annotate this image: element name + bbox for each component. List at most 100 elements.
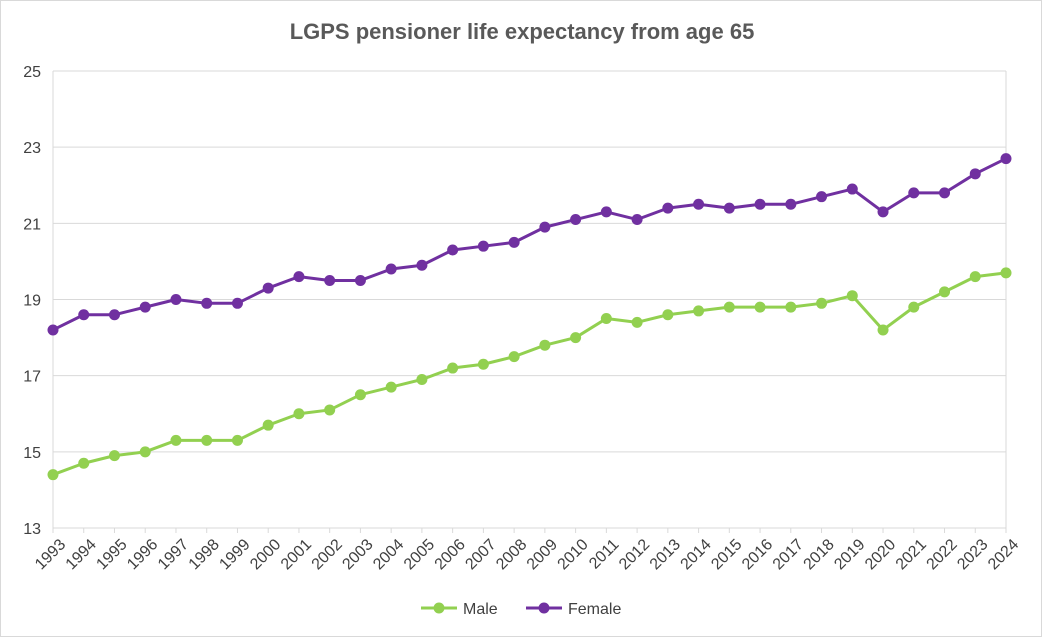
x-tick-label: 2006 xyxy=(432,536,469,573)
series-layer xyxy=(47,153,1012,481)
data-point-female xyxy=(846,183,858,195)
data-point-male xyxy=(508,351,520,363)
data-point-female xyxy=(754,198,766,210)
y-tick-label: 17 xyxy=(23,369,41,386)
data-point-female xyxy=(631,214,643,226)
data-point-male xyxy=(631,316,643,328)
y-tick-label: 15 xyxy=(23,445,41,462)
x-tick-label: 1994 xyxy=(63,536,100,573)
data-point-female xyxy=(47,324,59,336)
data-point-male xyxy=(877,324,889,336)
legend-marker xyxy=(433,602,445,614)
legend-marker xyxy=(538,602,550,614)
data-point-male xyxy=(262,419,274,431)
x-tick-label: 2020 xyxy=(862,536,899,573)
x-tick-label: 2005 xyxy=(401,536,438,573)
data-point-male xyxy=(477,358,489,370)
data-point-male xyxy=(662,309,674,321)
data-point-male xyxy=(139,446,151,458)
x-tick-label: 1998 xyxy=(186,536,223,573)
data-point-female xyxy=(693,198,705,210)
data-point-female xyxy=(969,168,981,180)
data-point-male xyxy=(170,434,182,446)
x-axis-ticks: 1993199419951996199719981999200020012002… xyxy=(32,528,1022,573)
data-point-female xyxy=(170,294,182,305)
x-tick-label: 2012 xyxy=(616,536,653,573)
series-female xyxy=(47,153,1012,336)
legend-item-female: Female xyxy=(526,601,621,618)
x-tick-label: 2001 xyxy=(278,536,315,573)
y-tick-label: 21 xyxy=(23,216,41,233)
y-tick-label: 19 xyxy=(23,293,41,310)
x-tick-label: 2011 xyxy=(586,536,622,572)
data-point-female xyxy=(231,297,243,309)
data-point-male xyxy=(201,434,213,446)
data-point-female xyxy=(416,259,428,271)
data-point-female xyxy=(785,198,797,210)
data-point-male xyxy=(846,290,858,302)
data-point-male xyxy=(600,313,612,325)
x-tick-label: 2003 xyxy=(339,536,376,573)
data-point-female xyxy=(1000,153,1012,165)
x-tick-label: 2002 xyxy=(309,536,346,573)
data-point-female xyxy=(447,244,459,256)
x-tick-label: 2009 xyxy=(524,536,561,573)
data-point-male xyxy=(47,469,59,481)
x-tick-label: 2010 xyxy=(555,536,592,573)
data-point-male xyxy=(754,301,766,313)
data-point-male xyxy=(939,286,951,298)
data-point-female xyxy=(385,263,397,275)
data-point-male xyxy=(908,301,920,313)
data-point-female xyxy=(508,236,520,248)
x-tick-label: 2014 xyxy=(678,536,715,573)
legend: Male Female xyxy=(421,601,621,618)
data-point-female xyxy=(201,297,213,309)
data-point-female xyxy=(723,202,735,214)
legend-label: Male xyxy=(463,601,498,618)
data-point-male xyxy=(785,301,797,313)
x-tick-label: 2018 xyxy=(801,536,838,573)
data-point-female xyxy=(262,282,274,294)
data-point-male xyxy=(447,362,459,374)
data-point-female xyxy=(570,214,582,226)
data-point-female xyxy=(293,271,305,283)
data-point-female xyxy=(108,309,120,321)
data-point-male xyxy=(723,301,735,313)
data-point-male xyxy=(324,404,336,416)
x-tick-label: 2000 xyxy=(247,536,284,573)
data-point-male xyxy=(293,408,305,420)
x-tick-label: 2024 xyxy=(985,536,1022,573)
chart-title: LGPS pensioner life expectancy from age … xyxy=(290,19,755,44)
data-point-female xyxy=(78,309,90,321)
y-tick-label: 25 xyxy=(23,64,41,81)
y-tick-label: 13 xyxy=(23,521,41,538)
data-point-female xyxy=(324,274,336,286)
legend-item-male: Male xyxy=(421,601,498,618)
x-tick-label: 2013 xyxy=(647,536,684,573)
series-male xyxy=(47,267,1012,481)
x-tick-label: 2023 xyxy=(954,536,991,573)
data-point-male xyxy=(231,434,243,446)
x-tick-label: 1995 xyxy=(93,536,130,573)
x-tick-label: 2015 xyxy=(708,536,745,573)
data-point-female xyxy=(477,240,489,252)
x-tick-label: 2004 xyxy=(370,536,407,573)
x-tick-label: 2008 xyxy=(493,536,530,573)
x-tick-label: 2007 xyxy=(462,536,499,573)
data-point-female xyxy=(600,206,612,218)
data-point-male xyxy=(108,450,120,462)
data-point-male xyxy=(539,339,551,351)
y-axis-ticks: 13 15 17 19 21 23 25 xyxy=(23,64,41,538)
data-point-male xyxy=(385,381,397,393)
x-tick-label: 1997 xyxy=(155,536,192,573)
x-tick-label: 1993 xyxy=(32,536,69,573)
data-point-male xyxy=(416,373,428,385)
legend-label: Female xyxy=(568,601,621,618)
data-point-male xyxy=(570,332,582,344)
data-point-female xyxy=(939,187,951,199)
data-point-female xyxy=(908,187,920,199)
gridlines xyxy=(52,70,1007,529)
x-tick-label: 1999 xyxy=(216,536,253,573)
